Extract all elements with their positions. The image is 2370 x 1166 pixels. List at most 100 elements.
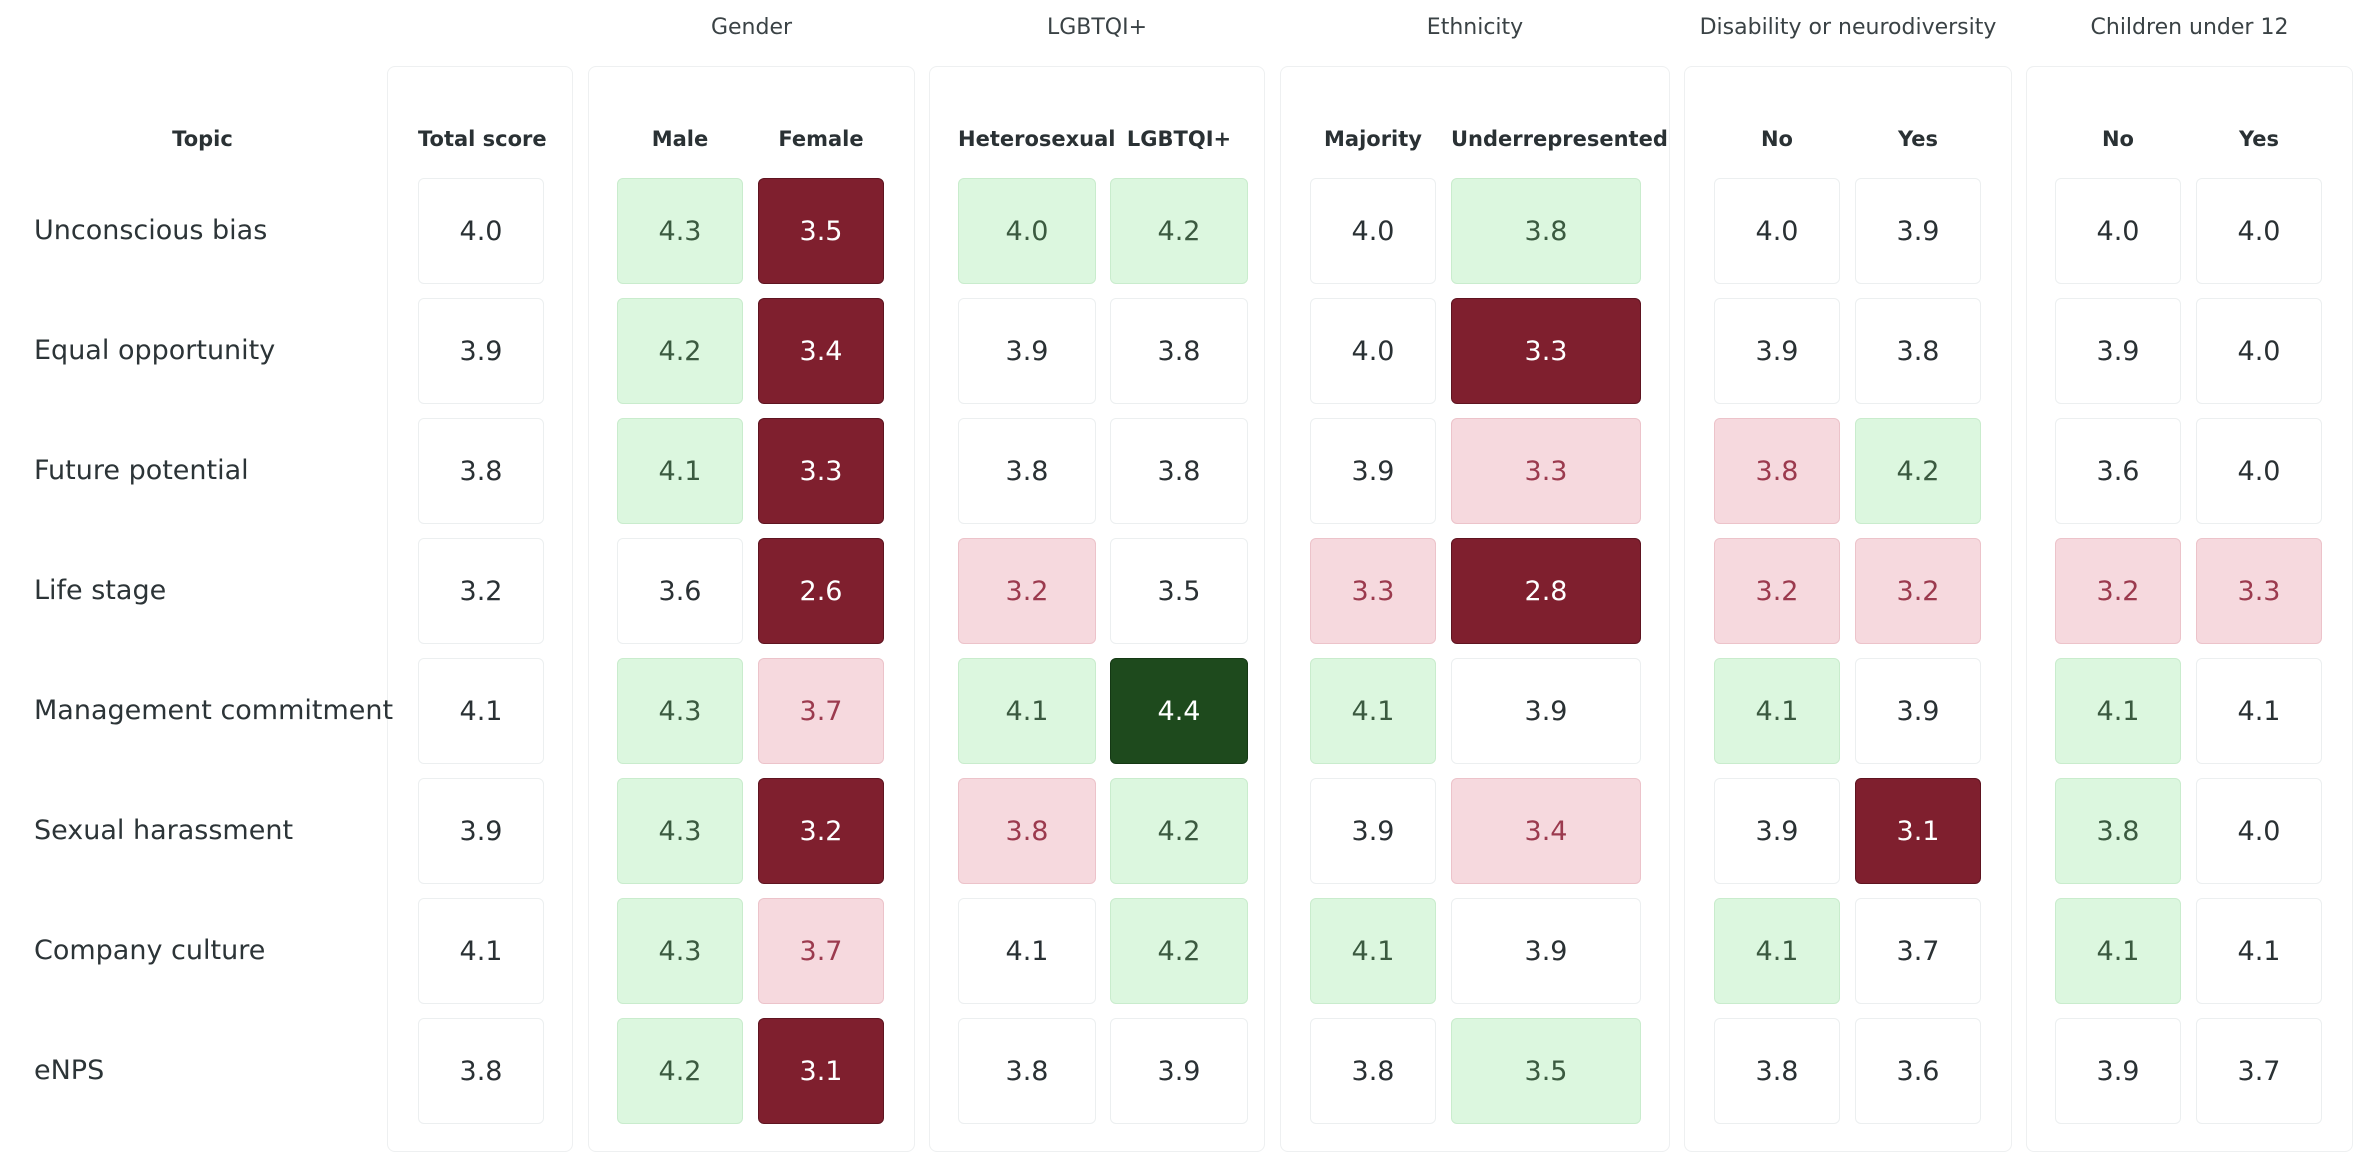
score-cell: 4.0 [2196, 178, 2322, 284]
group-title: Disability or neurodiversity [1699, 15, 1997, 40]
score-cell: 3.9 [1855, 658, 1981, 764]
group-title: Children under 12 [2090, 15, 2289, 40]
score-cell: 3.5 [1451, 1018, 1641, 1124]
score-cell: 3.8 [1451, 178, 1641, 284]
score-cell: 4.1 [1714, 898, 1840, 1004]
score-cell: 4.1 [1310, 658, 1436, 764]
score-cell: 3.6 [2055, 418, 2181, 524]
row-label: Sexual harassment [34, 815, 294, 846]
score-cell: 3.7 [2196, 1018, 2322, 1124]
score-cell: 3.8 [1855, 298, 1981, 404]
row-label: Equal opportunity [34, 335, 276, 366]
score-cell: 4.1 [2055, 658, 2181, 764]
score-cell: 4.2 [617, 1018, 743, 1124]
score-cell: 4.1 [2196, 658, 2322, 764]
score-cell: 3.2 [1714, 538, 1840, 644]
column-header: Underrepresented [1451, 127, 1668, 151]
score-cell: 4.0 [1310, 298, 1436, 404]
score-cell: 3.8 [2055, 778, 2181, 884]
score-cell: 3.7 [1855, 898, 1981, 1004]
score-cell: 3.5 [1110, 538, 1248, 644]
score-cell: 3.5 [758, 178, 884, 284]
score-cell: 4.3 [617, 178, 743, 284]
score-cell: 4.3 [617, 658, 743, 764]
column-header: No [1760, 127, 1793, 151]
score-cell: 3.9 [1855, 178, 1981, 284]
score-cell: 3.8 [1714, 1018, 1840, 1124]
score-cell: 4.1 [1714, 658, 1840, 764]
score-cell: 3.4 [1451, 778, 1641, 884]
column-header: Heterosexual [958, 127, 1116, 151]
score-cell: 3.6 [617, 538, 743, 644]
score-cell: 4.0 [1310, 178, 1436, 284]
row-label: Life stage [34, 575, 167, 606]
score-cell: 3.8 [418, 418, 544, 524]
score-cell: 3.6 [1855, 1018, 1981, 1124]
column-header: Majority [1324, 127, 1422, 151]
score-cell: 3.9 [1714, 778, 1840, 884]
score-cell: 3.8 [958, 418, 1096, 524]
score-cell: 3.2 [418, 538, 544, 644]
score-cell: 4.1 [418, 658, 544, 764]
score-cell: 3.9 [1110, 1018, 1248, 1124]
score-cell: 4.3 [617, 778, 743, 884]
score-cell: 3.1 [1855, 778, 1981, 884]
column-header: Yes [2238, 127, 2280, 151]
score-cell: 4.1 [958, 898, 1096, 1004]
column-header: Yes [1897, 127, 1939, 151]
score-cell: 4.3 [617, 898, 743, 1004]
group-title: Ethnicity [1426, 15, 1524, 40]
score-cell: 3.8 [1310, 1018, 1436, 1124]
score-cell: 2.8 [1451, 538, 1641, 644]
score-cell: 3.9 [418, 778, 544, 884]
score-cell: 3.8 [1714, 418, 1840, 524]
row-label: Company culture [34, 935, 266, 966]
score-cell: 3.9 [418, 298, 544, 404]
score-cell: 3.7 [758, 658, 884, 764]
score-cell: 4.0 [2196, 418, 2322, 524]
score-cell: 3.8 [958, 1018, 1096, 1124]
group-title: Gender [710, 15, 793, 40]
score-cell: 3.9 [1310, 418, 1436, 524]
score-cell: 3.3 [758, 418, 884, 524]
score-cell: 4.4 [1110, 658, 1248, 764]
column-header: No [2101, 127, 2134, 151]
score-cell: 3.8 [1110, 418, 1248, 524]
column-header: Male [651, 127, 709, 151]
score-cell: 3.8 [418, 1018, 544, 1124]
score-cell: 4.1 [958, 658, 1096, 764]
score-cell: 3.9 [1714, 298, 1840, 404]
row-label: eNPS [34, 1055, 105, 1086]
row-label: Future potential [34, 455, 249, 486]
score-cell: 3.2 [1855, 538, 1981, 644]
score-cell: 3.3 [1451, 298, 1641, 404]
column-header: LGBTQI+ [1126, 127, 1232, 151]
score-cell: 3.9 [2055, 298, 2181, 404]
score-cell: 4.2 [1110, 778, 1248, 884]
score-cell: 4.1 [2196, 898, 2322, 1004]
score-cell: 3.4 [758, 298, 884, 404]
score-cell: 3.9 [2055, 1018, 2181, 1124]
score-cell: 4.1 [2055, 898, 2181, 1004]
score-cell: 3.3 [2196, 538, 2322, 644]
score-cell: 4.0 [2055, 178, 2181, 284]
topic-column-header: Topic [172, 127, 233, 151]
score-cell: 3.9 [958, 298, 1096, 404]
score-cell: 3.2 [958, 538, 1096, 644]
group-title: LGBTQI+ [1046, 15, 1148, 40]
score-cell: 4.0 [1714, 178, 1840, 284]
score-cell: 3.2 [2055, 538, 2181, 644]
score-cell: 3.8 [958, 778, 1096, 884]
score-cell: 2.6 [758, 538, 884, 644]
row-label: Unconscious bias [34, 215, 268, 246]
score-cell: 4.2 [1110, 898, 1248, 1004]
score-cell: 4.1 [617, 418, 743, 524]
score-cell: 3.2 [758, 778, 884, 884]
score-cell: 4.2 [1110, 178, 1248, 284]
column-header: Female [778, 127, 864, 151]
score-cell: 3.9 [1310, 778, 1436, 884]
row-label: Management commitment [34, 695, 394, 726]
score-cell: 4.1 [418, 898, 544, 1004]
column-header: Total score [418, 127, 547, 151]
score-cell: 4.0 [418, 178, 544, 284]
